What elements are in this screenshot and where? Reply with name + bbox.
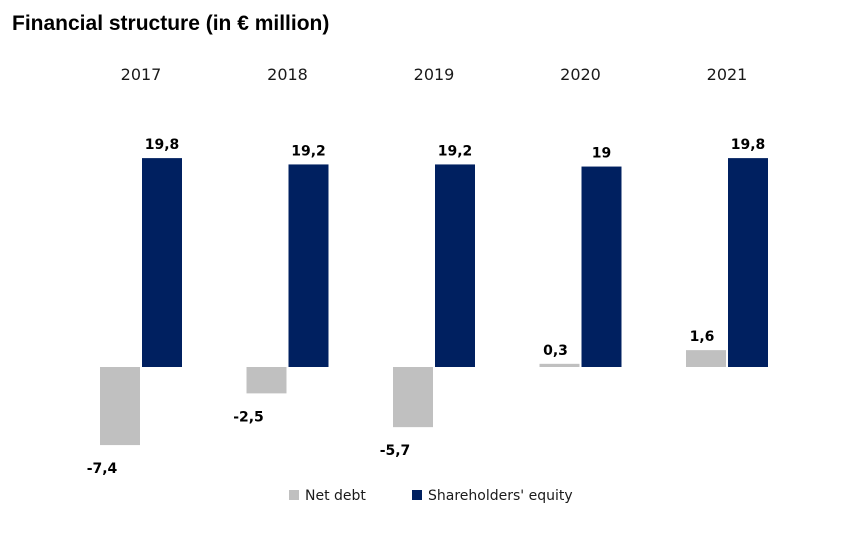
equity-bar xyxy=(728,158,768,367)
data-label: 19 xyxy=(592,146,611,162)
equity-bar xyxy=(581,166,622,367)
category-label: 2017 xyxy=(121,65,162,84)
equity-bar xyxy=(288,164,329,367)
category-label: 2019 xyxy=(414,65,455,84)
legend-label-equity: Shareholders' equity xyxy=(428,488,573,504)
data-label: -2,5 xyxy=(233,409,264,425)
net-debt-bar xyxy=(393,367,433,428)
data-label: 19,8 xyxy=(731,137,766,153)
category-label: 2018 xyxy=(267,65,308,84)
legend-label-net-debt: Net debt xyxy=(305,488,366,504)
data-label: -7,4 xyxy=(87,461,118,477)
data-label: -5,7 xyxy=(380,443,411,459)
net-debt-bar xyxy=(246,367,287,394)
data-label: 19,2 xyxy=(438,143,473,159)
net-debt-bar xyxy=(539,363,580,367)
data-label: 1,6 xyxy=(690,329,715,345)
data-label: 19,2 xyxy=(291,143,326,159)
category-label: 2020 xyxy=(560,65,601,84)
net-debt-bar xyxy=(100,367,140,446)
equity-bar xyxy=(142,158,182,367)
category-label: 2021 xyxy=(707,65,748,84)
chart-title: Financial structure (in € million) xyxy=(12,12,330,35)
equity-bar xyxy=(435,164,475,367)
legend-swatch-equity xyxy=(412,490,422,500)
net-debt-bar xyxy=(686,350,726,367)
data-label: 0,3 xyxy=(543,343,568,359)
data-label: 19,8 xyxy=(145,137,180,153)
legend-swatch-net-debt xyxy=(289,490,299,500)
